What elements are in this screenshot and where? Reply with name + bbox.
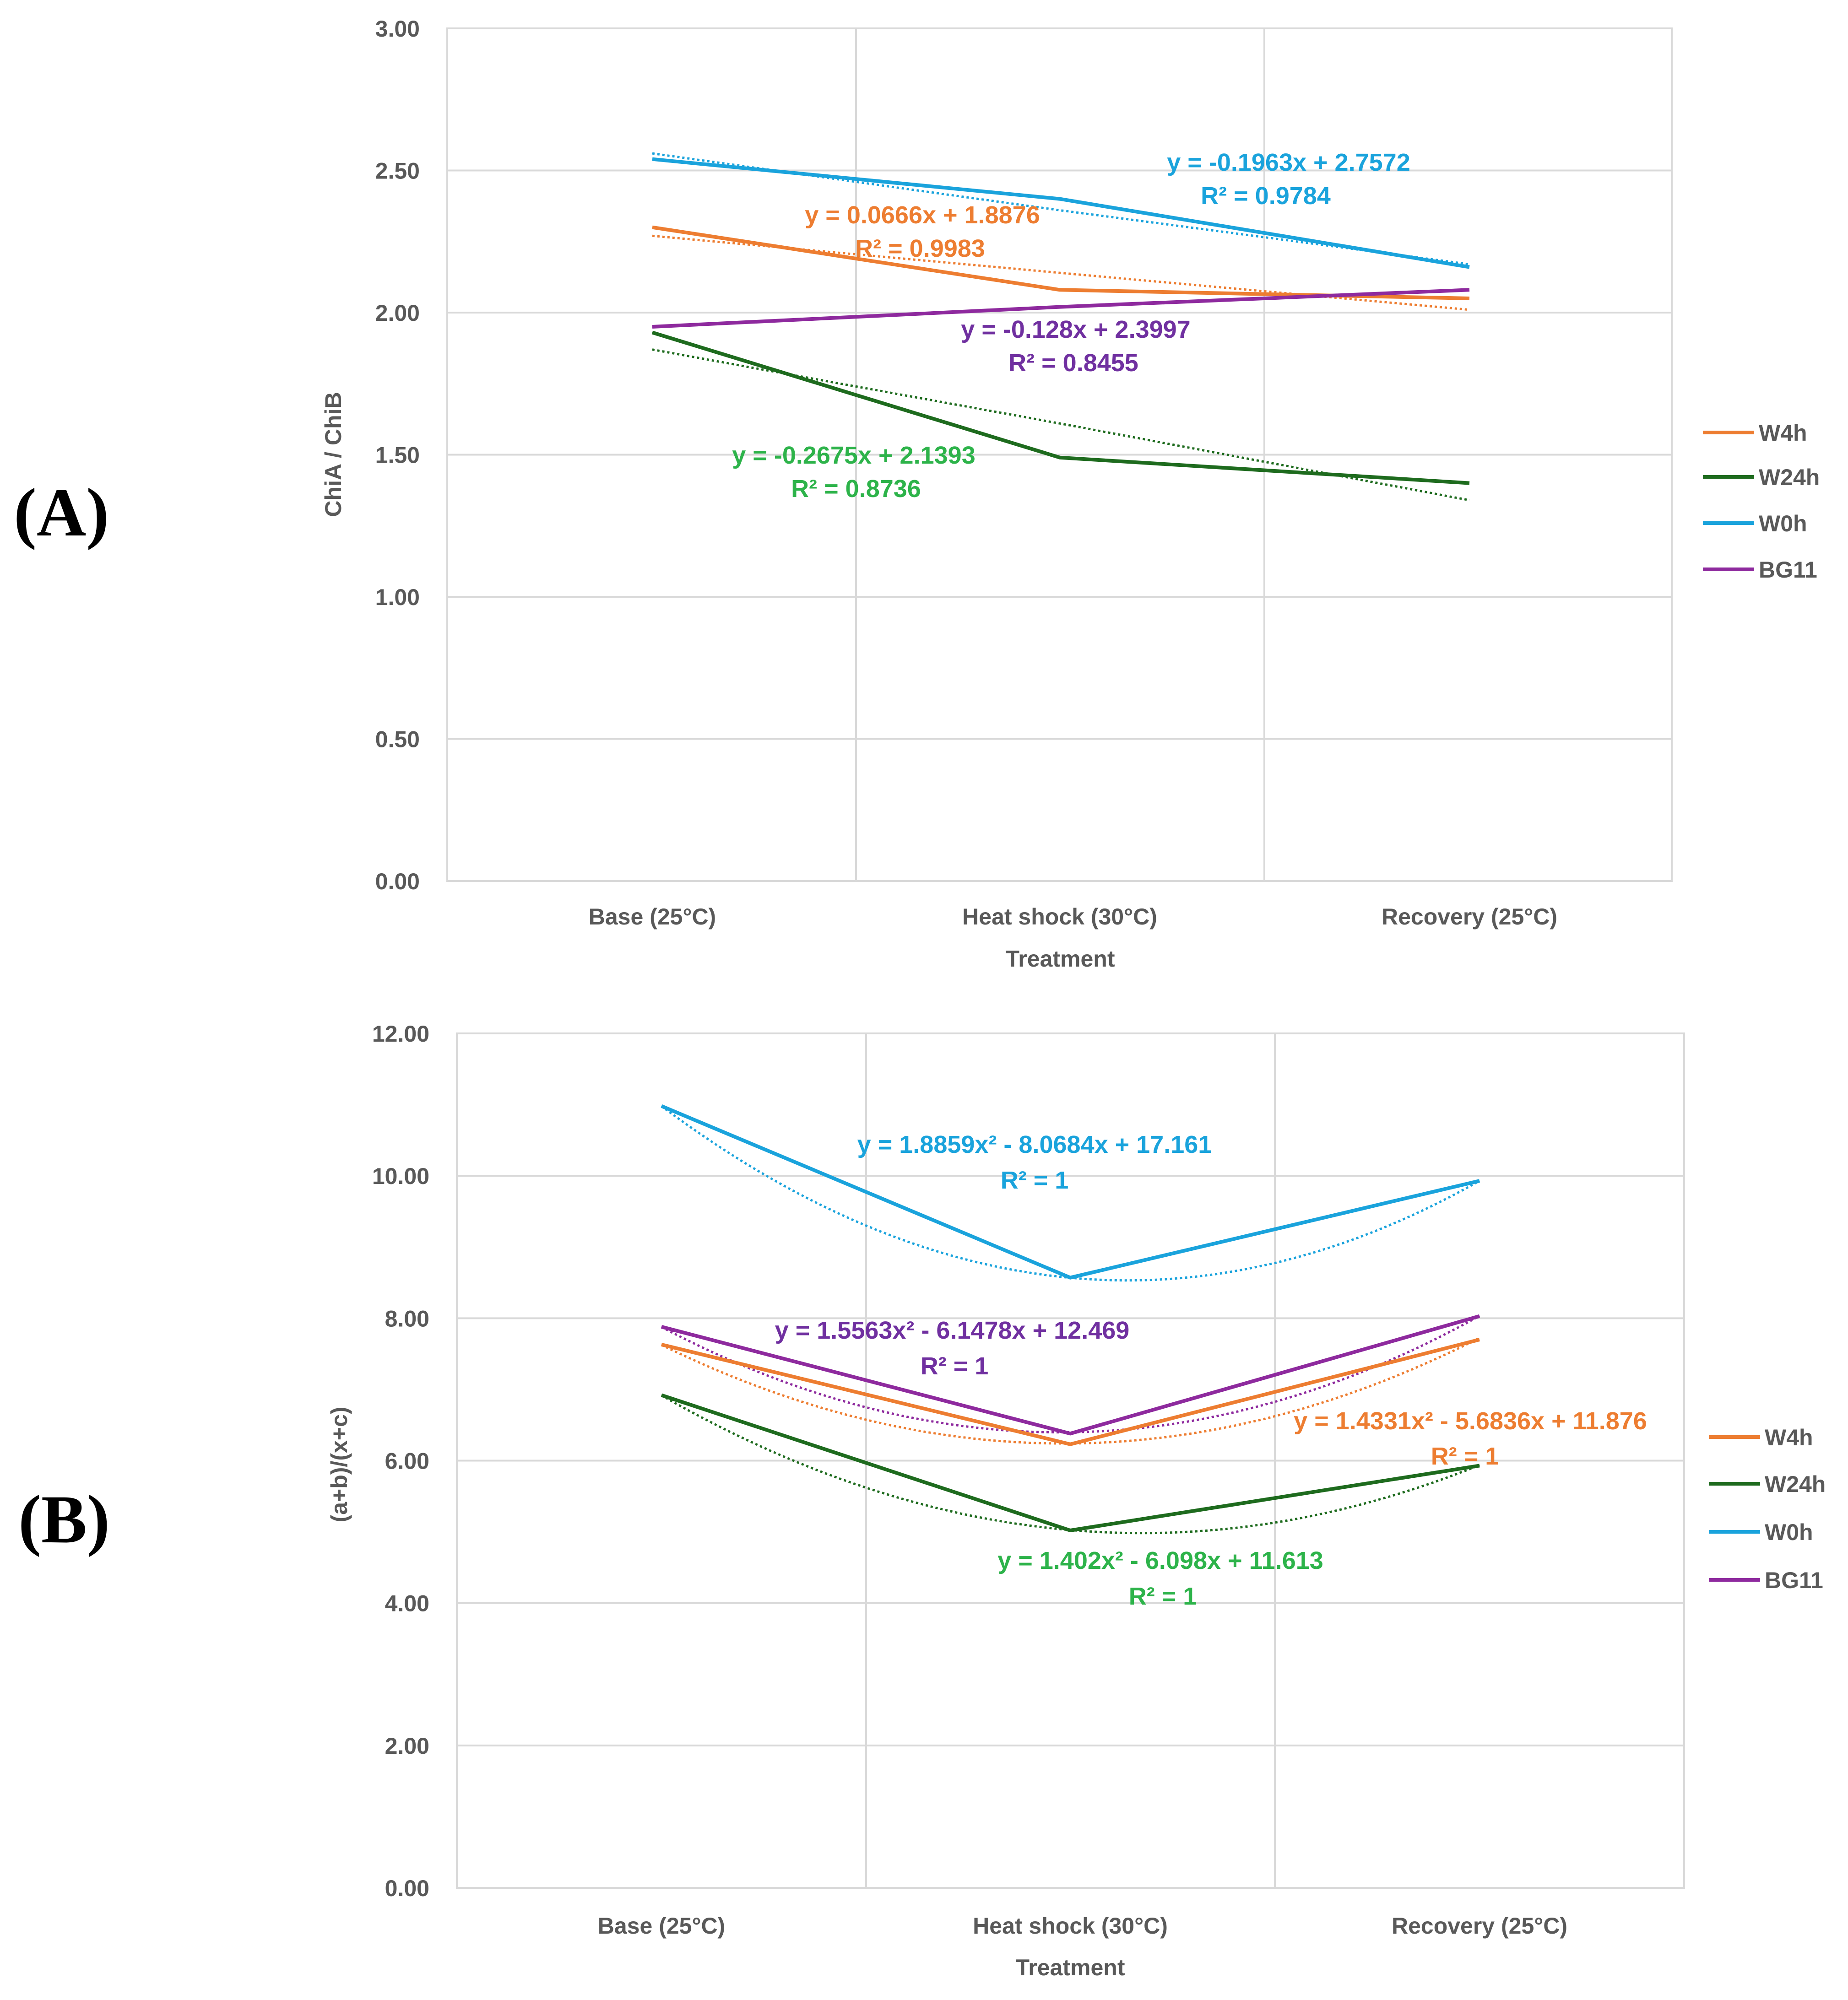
y-tick-label: 2.00	[375, 300, 420, 326]
y-tick-label: 4.00	[385, 1591, 429, 1616]
legend-item-w0h: W0h	[1709, 1519, 1813, 1545]
panel-b-x-ticks: Base (25°C) Heat shock (30°C) Recovery (25…	[598, 1913, 1567, 1939]
y-tick-label: 6.00	[385, 1449, 429, 1474]
series-line-w4h	[661, 1338, 1480, 1446]
x-tick-label: Base (25°C)	[589, 904, 716, 930]
legend-item-bg11: BG11	[1709, 1568, 1823, 1593]
x-tick-label: Recovery (25°C)	[1382, 904, 1557, 930]
panel-a-y-axis-title: ChiA / ChiB	[320, 392, 346, 517]
legend-item-w24h: W24h	[1709, 1471, 1826, 1497]
panel-a-x-axis-title: Treatment	[1006, 946, 1115, 972]
panel-b-y-axis-title: (a+b)/(x+c)	[326, 1407, 352, 1523]
panel-b-eq-w0h: y = 1.8859x² - 8.0684x + 17.161	[857, 1131, 1212, 1158]
x-tick-label: Base (25°C)	[598, 1913, 725, 1939]
legend-item-w4h: W4h	[1709, 1425, 1813, 1450]
panel-b-letter: (B)	[18, 1481, 110, 1557]
panel-a-letter: (A)	[14, 475, 109, 551]
series-line-w0h	[661, 1104, 1480, 1280]
panel-b-r2-w0h: R² = 1	[1001, 1167, 1069, 1194]
panel-a-eq-w0h: y = -0.1963x + 2.7572	[1167, 149, 1410, 176]
legend-item-w24h: W24h	[1703, 465, 1820, 490]
x-tick-label: Heat shock (30°C)	[973, 1913, 1168, 1939]
panel-a-gridlines	[447, 27, 1672, 882]
legend-label-w4h: W4h	[1765, 1425, 1813, 1450]
y-tick-label: 0.00	[375, 869, 420, 894]
panel-b-eq-bg11: y = 1.5563x² - 6.1478x + 12.469	[775, 1317, 1130, 1344]
legend-label-w24h: W24h	[1759, 465, 1820, 490]
panel-b-eq-w24h: y = 1.402x² - 6.098x + 11.613	[997, 1547, 1323, 1574]
panel-a-eq-bg11: y = -0.128x + 2.3997	[961, 316, 1190, 343]
panel-a-r2-bg11: R² = 0.8455	[1008, 349, 1138, 377]
x-tick-label: Heat shock (30°C)	[962, 904, 1157, 930]
y-tick-label: 0.00	[385, 1876, 429, 1901]
panel-a-x-ticks: Base (25°C) Heat shock (30°C) Recovery (25…	[589, 904, 1557, 930]
panel-b-r2-bg11: R² = 1	[921, 1352, 989, 1380]
y-tick-label: 1.00	[375, 584, 420, 610]
legend-label-w0h: W0h	[1765, 1519, 1813, 1545]
y-tick-label: 2.00	[385, 1733, 429, 1759]
y-tick-label: 0.50	[375, 727, 420, 752]
y-tick-label: 1.50	[375, 443, 420, 468]
panel-a-r2-w24h: R² = 0.8736	[791, 475, 921, 503]
legend-label-bg11: BG11	[1765, 1568, 1823, 1593]
x-tick-label: Recovery (25°C)	[1392, 1913, 1567, 1939]
panel-a-chart: (A) 0.00 0.50 1.00 1.50 2.00 2.50 3.00 Base (2…	[14, 16, 1820, 972]
y-tick-label: 12.00	[372, 1021, 429, 1047]
panel-a-r2-w4h: R² = 0.9983	[855, 235, 985, 262]
panel-b-eq-w4h: y = 1.4331x² - 5.6836x + 11.876	[1294, 1407, 1647, 1435]
series-line-w4h	[652, 225, 1470, 300]
series-line-bg11	[661, 1314, 1480, 1436]
legend-label-bg11: BG11	[1759, 557, 1817, 583]
panel-b-series-lines	[661, 1104, 1480, 1532]
series-line-bg11	[652, 288, 1470, 329]
panel-a-eq-w24h: y = -0.2675x + 2.1393	[732, 442, 975, 469]
panel-b-chart: (B) 0.00 2.00 4.00 6.00 8.00 10.00 12.00 Base …	[18, 1021, 1826, 1980]
legend-label-w24h: W24h	[1765, 1471, 1826, 1497]
series-line-w0h	[652, 157, 1470, 269]
panel-b-y-ticks: 0.00 2.00 4.00 6.00 8.00 10.00 12.00	[372, 1021, 429, 1901]
legend-item-w4h: W4h	[1703, 420, 1807, 446]
series-line-w24h	[651, 330, 1470, 485]
panel-a-y-ticks: 0.00 0.50 1.00 1.50 2.00 2.50 3.00	[375, 16, 420, 894]
legend-item-w0h: W0h	[1703, 511, 1807, 536]
panel-b-legend: W4h W24h W0h BG11	[1709, 1425, 1826, 1593]
y-tick-label: 10.00	[372, 1163, 429, 1189]
panel-a-series-lines	[651, 157, 1470, 485]
series-line-w24h	[661, 1393, 1480, 1532]
panel-b-gridlines	[457, 1032, 1684, 1889]
panel-a-eq-w4h: y = 0.0666x + 1.8876	[805, 201, 1040, 229]
panel-b-x-axis-title: Treatment	[1016, 1955, 1125, 1980]
legend-label-w4h: W4h	[1759, 420, 1807, 446]
y-tick-label: 2.50	[375, 158, 420, 184]
y-tick-label: 8.00	[385, 1306, 429, 1331]
panel-b-r2-w24h: R² = 1	[1129, 1583, 1197, 1610]
y-tick-label: 3.00	[375, 16, 420, 42]
legend-item-bg11: BG11	[1703, 557, 1817, 583]
panel-a-legend: W4h W24h W0h BG11	[1703, 420, 1820, 583]
panel-b-r2-w4h: R² = 1	[1431, 1443, 1499, 1470]
panel-a-r2-w0h: R² = 0.9784	[1201, 182, 1331, 210]
trendline-bg11	[661, 1315, 1480, 1434]
legend-label-w0h: W0h	[1759, 511, 1807, 536]
